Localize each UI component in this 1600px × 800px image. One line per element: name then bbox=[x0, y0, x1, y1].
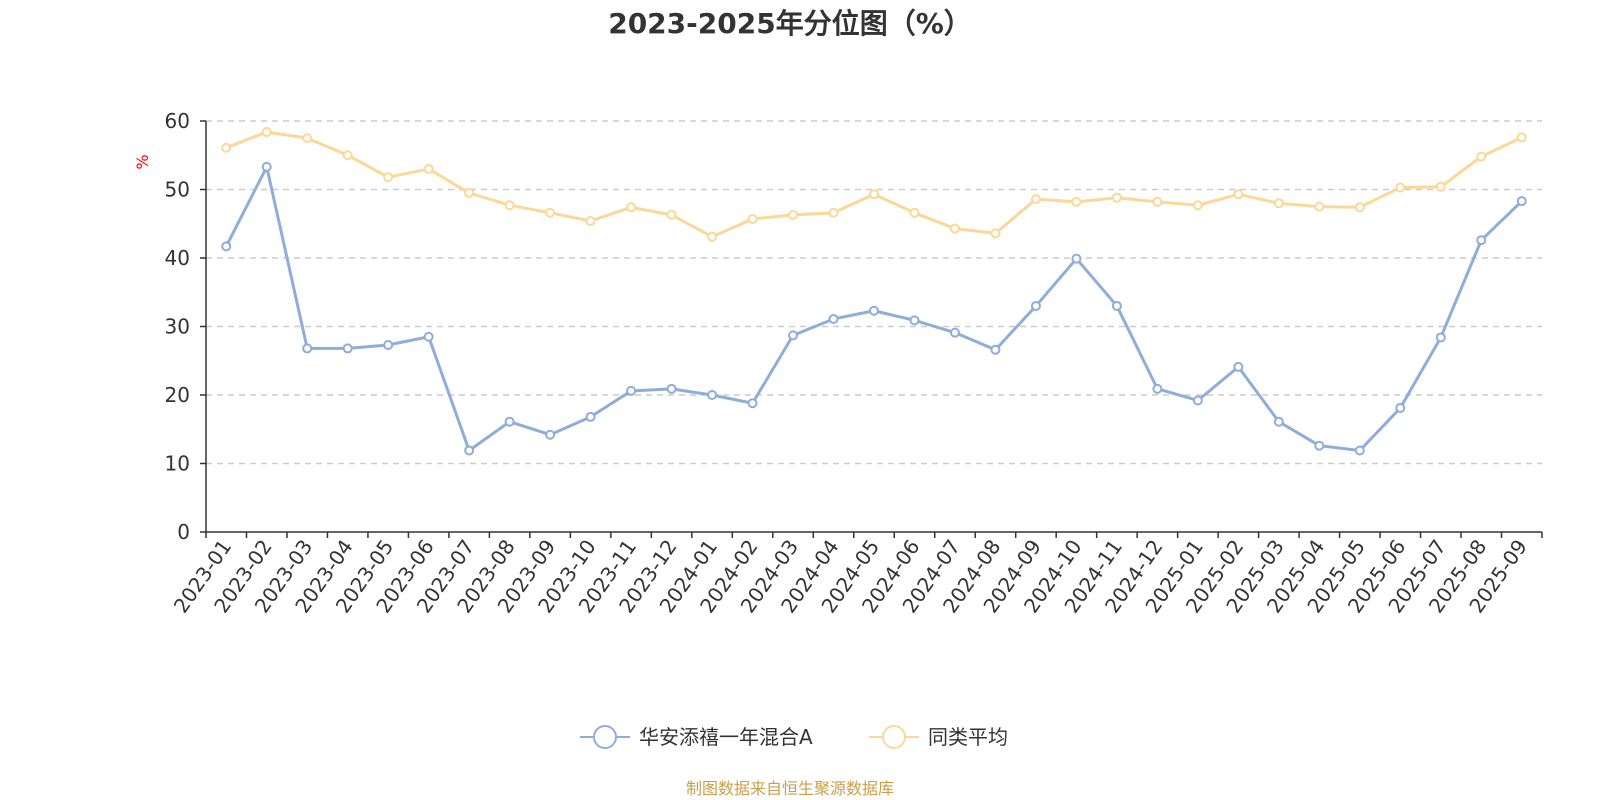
x-tick-labels: 2023-012023-022023-032023-042023-052023-… bbox=[169, 535, 1532, 617]
data-point bbox=[383, 172, 394, 183]
series-0 bbox=[221, 161, 1527, 456]
series-1 bbox=[221, 126, 1527, 242]
data-point bbox=[342, 343, 353, 354]
data-point bbox=[221, 142, 232, 153]
data-point bbox=[909, 315, 920, 326]
data-point bbox=[504, 200, 515, 211]
data-point bbox=[1111, 192, 1122, 203]
data-point bbox=[383, 339, 394, 350]
data-point bbox=[1476, 235, 1487, 246]
data-point bbox=[1516, 196, 1527, 207]
data-point bbox=[1435, 181, 1446, 192]
data-point bbox=[1071, 253, 1082, 264]
data-point bbox=[626, 385, 637, 396]
data-point bbox=[302, 133, 313, 144]
data-point bbox=[1476, 151, 1487, 162]
data-point bbox=[949, 327, 960, 338]
data-point bbox=[545, 207, 556, 218]
data-point bbox=[1111, 300, 1122, 311]
y-axis-unit-label: % bbox=[133, 154, 152, 169]
data-point bbox=[1273, 416, 1284, 427]
data-point bbox=[1354, 202, 1365, 213]
y-tick-label: 20 bbox=[165, 383, 190, 407]
data-point bbox=[302, 343, 313, 354]
data-point bbox=[707, 231, 718, 242]
y-tick-label: 50 bbox=[165, 178, 190, 202]
legend-marker bbox=[593, 725, 617, 749]
data-point bbox=[1233, 189, 1244, 200]
y-tick-label: 40 bbox=[165, 246, 190, 270]
data-source-note: 制图数据来自恒生聚源数据库 bbox=[686, 779, 894, 798]
data-point bbox=[707, 390, 718, 400]
data-point bbox=[869, 189, 879, 200]
data-point bbox=[626, 202, 637, 213]
data-point bbox=[747, 398, 758, 409]
data-point bbox=[990, 344, 1001, 355]
data-point bbox=[423, 331, 434, 342]
data-point bbox=[221, 241, 232, 252]
data-point bbox=[1071, 196, 1082, 207]
data-point bbox=[504, 416, 515, 427]
data-point bbox=[909, 207, 920, 218]
series-line bbox=[225, 130, 1523, 239]
data-point bbox=[1192, 200, 1203, 211]
grid-lines bbox=[206, 120, 1542, 465]
data-point bbox=[1030, 194, 1041, 205]
data-point bbox=[788, 330, 799, 341]
chart-title: 2023-2025年分位图（%） bbox=[608, 7, 972, 40]
data-point bbox=[666, 383, 677, 394]
data-point bbox=[869, 305, 879, 316]
data-point bbox=[1152, 383, 1163, 394]
legend-label: 华安添禧一年混合A bbox=[639, 725, 813, 749]
data-point bbox=[1233, 361, 1244, 372]
data-point bbox=[585, 216, 596, 227]
data-point bbox=[1273, 198, 1284, 209]
axes bbox=[200, 120, 1543, 538]
y-tick-label: 30 bbox=[165, 315, 190, 339]
data-point bbox=[1314, 440, 1325, 451]
data-point bbox=[747, 213, 758, 224]
data-point bbox=[1395, 403, 1406, 414]
data-point bbox=[1516, 132, 1527, 143]
data-point bbox=[949, 223, 960, 234]
y-tick-label: 10 bbox=[165, 452, 190, 476]
y-tick-labels: 0 10 20 30 40 50 60 bbox=[165, 109, 190, 544]
legend: 华安添禧一年混合A 同类平均 bbox=[580, 725, 1008, 749]
data-point bbox=[1395, 182, 1406, 193]
legend-marker bbox=[882, 725, 906, 749]
data-point bbox=[1152, 196, 1163, 207]
data-point bbox=[666, 209, 677, 220]
data-point bbox=[423, 163, 434, 174]
y-tick-label: 60 bbox=[165, 109, 190, 133]
data-point bbox=[464, 445, 475, 456]
data-point bbox=[464, 187, 475, 198]
data-point bbox=[1192, 395, 1203, 406]
data-point bbox=[1435, 332, 1446, 343]
data-point bbox=[828, 207, 839, 218]
data-point bbox=[261, 126, 272, 137]
data-point bbox=[1314, 201, 1325, 212]
data-point bbox=[342, 150, 353, 161]
data-point bbox=[788, 209, 799, 220]
data-point bbox=[828, 313, 839, 324]
data-point bbox=[1354, 445, 1365, 456]
data-point bbox=[1030, 300, 1041, 311]
data-point bbox=[261, 161, 272, 172]
y-tick-label: 0 bbox=[177, 520, 190, 544]
data-point bbox=[585, 411, 596, 422]
data-point bbox=[545, 429, 556, 440]
data-point bbox=[990, 228, 1001, 239]
legend-label: 同类平均 bbox=[928, 725, 1008, 749]
series-group bbox=[221, 126, 1527, 456]
